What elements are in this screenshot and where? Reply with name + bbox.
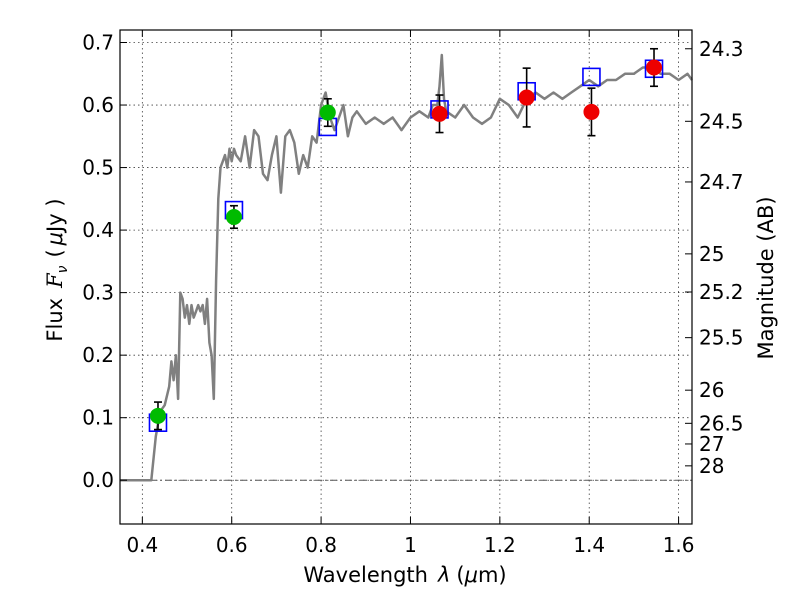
x-axis: 0.4 0.6 0.8 1 1.2 1.4 1.6 — [126, 30, 695, 557]
y-axis-title-symbol: F — [43, 272, 67, 289]
magnitude-tick-label: 25.5 — [699, 326, 744, 350]
magnitude-tick-label: 26.5 — [699, 411, 744, 435]
observed-point — [225, 208, 242, 225]
x-axis-title: Wavelength λ (μm) — [303, 563, 506, 587]
x-tick-label: 0.4 — [126, 533, 158, 557]
magnitude-tick-label: 24.5 — [699, 109, 744, 133]
magnitude-tick-label: 25 — [699, 242, 724, 266]
x-axis-title-symbol: λ — [437, 563, 450, 587]
x-axis-title-unit-open: ( — [456, 563, 464, 587]
magnitude-tick-label: 27 — [699, 432, 724, 456]
x-tick-label: 1 — [404, 533, 417, 557]
x-tick-label: 0.6 — [216, 533, 248, 557]
y-axis-title-unit-rest: Jy ) — [43, 198, 67, 234]
observed-point — [518, 89, 535, 106]
x-tick-label: 1.6 — [663, 533, 695, 557]
y-tick-label: 0.3 — [82, 281, 114, 305]
x-axis-title-text: Wavelength — [303, 563, 428, 587]
magnitude-tick-label: 24.7 — [699, 170, 744, 194]
observed-point — [431, 105, 448, 122]
y-axis: 0.0 0.1 0.2 0.3 0.4 0.5 0.6 0.7 — [82, 31, 127, 492]
observed-point — [646, 59, 663, 76]
model-photometry-square — [582, 67, 601, 87]
magnitude-tick-label: 25.2 — [699, 280, 744, 304]
y-tick-label: 0.2 — [82, 343, 114, 367]
x-axis-title-unit-rest: m) — [478, 563, 507, 587]
x-tick-label: 1.4 — [573, 533, 605, 557]
magnitude-tick-label: 24.3 — [699, 37, 744, 61]
y-tick-label: 0.5 — [82, 156, 114, 180]
y-tick-label: 0.7 — [82, 31, 114, 55]
observed-point — [319, 104, 336, 121]
y-tick-label: 0.6 — [82, 93, 114, 117]
x-tick-label: 0.8 — [305, 533, 337, 557]
magnitude-tick-label: 28 — [699, 454, 724, 478]
y-axis-title-unit-open: ( — [43, 249, 67, 257]
y-axis-title-sub: ν — [55, 265, 71, 273]
x-axis-title-unit-mu: μ — [464, 563, 478, 587]
y-axis-title-text: Flux — [43, 298, 67, 342]
model-sed-line — [120, 53, 694, 482]
plot-frame — [119, 29, 693, 525]
observed-point — [149, 407, 166, 424]
y-tick-label: 0.0 — [82, 468, 114, 492]
magnitude-axis-title: Magnitude (AB) — [754, 196, 778, 359]
plot-area — [120, 47, 694, 482]
y-tick-label: 0.4 — [82, 218, 114, 242]
y-axis-title: Flux Fν ( μJy ) — [43, 198, 71, 341]
y-tick-label: 0.1 — [82, 406, 114, 430]
observed-point — [583, 103, 600, 120]
y-axis-title-unit-mu: μ — [43, 232, 67, 246]
magnitude-tick-label: 26 — [699, 378, 724, 402]
x-tick-label: 1.2 — [484, 533, 516, 557]
